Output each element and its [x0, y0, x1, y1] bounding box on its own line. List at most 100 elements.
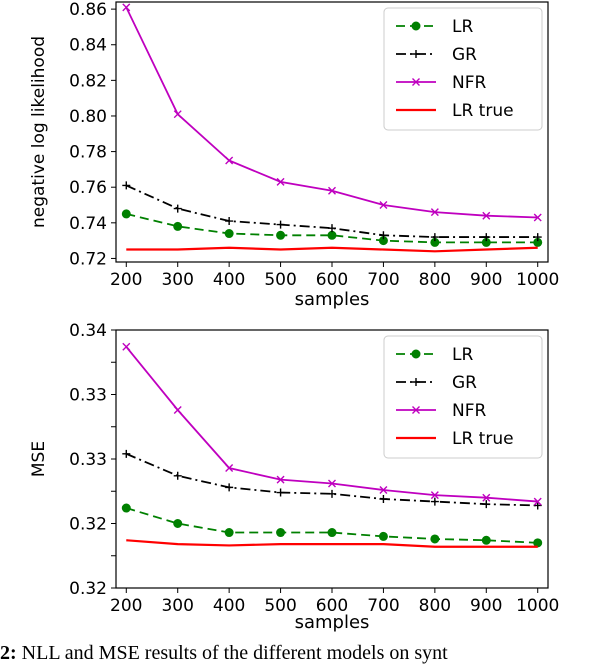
- y-tick-label: 0.72: [69, 249, 107, 269]
- series-point-gr: [533, 233, 542, 242]
- caption-label: 2:: [0, 642, 17, 664]
- series-point-nfr: [482, 493, 491, 502]
- series-point-lr: [224, 229, 234, 239]
- y-tick-label: 0.86: [69, 0, 107, 20]
- legend-marker: [411, 21, 421, 31]
- legend-label: LR: [452, 17, 473, 37]
- y-tick-label: 0.82: [69, 71, 107, 91]
- series-point-nfr: [328, 186, 336, 195]
- x-tick-label: 400: [213, 596, 245, 616]
- legend-marker: [412, 50, 420, 58]
- series-point-gr: [328, 489, 336, 498]
- series-point-nfr: [328, 479, 336, 488]
- y-tick-label: 0.33: [69, 386, 107, 406]
- x-tick-label: 800: [419, 596, 451, 616]
- y-tick-label: 0.78: [69, 143, 107, 163]
- series-point-gr: [122, 449, 131, 458]
- x-tick-label: 1000: [516, 596, 559, 616]
- x-tick-label: 400: [213, 270, 245, 290]
- caption-text: NLL and MSE results of the different mod…: [16, 642, 448, 664]
- legend-box: [383, 335, 543, 459]
- series-point-lr: [173, 221, 183, 231]
- x-tick-label: 200: [110, 270, 142, 290]
- x-tick-label: 600: [316, 270, 348, 290]
- y-tick-label: 0.32: [69, 515, 107, 535]
- series-line-lr-true: [126, 539, 538, 548]
- series-point-lr: [173, 519, 183, 528]
- x-tick-label: 700: [367, 270, 399, 290]
- series-point-nfr: [276, 177, 285, 186]
- x-tick-label: 900: [470, 596, 502, 616]
- legend-label: LR: [452, 345, 473, 365]
- legend-label: GR: [452, 373, 477, 393]
- series-point-nfr: [225, 464, 234, 473]
- x-tick-label: 600: [316, 596, 348, 616]
- x-tick-label: 200: [110, 596, 142, 616]
- series-line-gr: [125, 184, 538, 238]
- x-axis-label: samples: [295, 612, 370, 633]
- legend-marker: [412, 378, 420, 386]
- legend-label: LR true: [452, 101, 514, 121]
- series-point-nfr: [225, 156, 234, 165]
- series-point-gr: [482, 233, 491, 242]
- series-point-nfr: [173, 405, 182, 414]
- y-tick-label: 0.74: [69, 214, 107, 234]
- legend-marker: [412, 78, 420, 86]
- legend-box: [383, 7, 543, 131]
- series-point-nfr: [276, 475, 285, 484]
- series-line-gr: [125, 453, 538, 507]
- series-point-gr: [379, 231, 388, 240]
- x-tick-label: 500: [264, 270, 296, 290]
- series-point-gr: [173, 471, 182, 480]
- series-point-nfr: [533, 213, 542, 222]
- series-point-nfr: [482, 211, 491, 220]
- series-point-lr: [327, 528, 337, 538]
- series-point-gr: [173, 204, 182, 213]
- series-point-lr: [430, 534, 440, 544]
- series-point-gr: [276, 488, 285, 497]
- series-point-lr: [378, 531, 388, 541]
- series-point-lr: [327, 230, 337, 240]
- series-point-nfr: [533, 497, 542, 506]
- y-tick-label: 0.33: [69, 450, 107, 470]
- y-tick-label: 0.34: [69, 321, 107, 341]
- series-point-gr: [122, 181, 131, 190]
- series-line-lr: [126, 507, 538, 544]
- series-point-nfr: [379, 485, 388, 494]
- series-point-gr: [533, 501, 542, 510]
- y-tick-label: 0.32: [69, 579, 107, 599]
- legend-label: NFR: [452, 73, 486, 93]
- legend-label: NFR: [452, 401, 486, 421]
- series-point-nfr: [430, 208, 439, 217]
- series-point-lr: [121, 209, 131, 219]
- series-point-lr: [276, 528, 286, 538]
- legend-marker: [411, 349, 421, 359]
- series-point-nfr: [430, 491, 439, 500]
- series-point-nfr: [122, 3, 131, 12]
- series-point-lr: [224, 528, 234, 538]
- y-axis-label: negative log likelihood: [29, 36, 49, 228]
- series-point-lr: [276, 230, 286, 240]
- series-line-lr-true: [126, 246, 538, 253]
- x-tick-label: 700: [367, 596, 399, 616]
- series-point-nfr: [379, 201, 388, 210]
- series-point-gr: [225, 217, 234, 226]
- y-tick-label: 0.80: [69, 107, 107, 127]
- legend-label: GR: [452, 45, 477, 65]
- legend-label: LR true: [452, 429, 514, 449]
- x-tick-label: 1000: [516, 270, 559, 290]
- figure-caption: 2: NLL and MSE results of the different …: [0, 640, 594, 666]
- series-point-gr: [430, 233, 439, 242]
- series-point-lr: [121, 503, 131, 513]
- legend-marker: [412, 406, 420, 414]
- x-tick-label: 900: [470, 270, 502, 290]
- series-point-gr: [430, 497, 439, 506]
- nll-chart: 200 300 400 500 600 700 800 900 1000 0.72 0.74 0.76…: [29, 0, 559, 310]
- y-axis-label: MSE: [29, 441, 49, 477]
- y-tick-label: 0.84: [69, 36, 107, 56]
- series-point-nfr: [122, 342, 131, 351]
- series-point-gr: [379, 494, 388, 503]
- mse-chart: 200 300 400 500 600 700 800 900 1000 0.32 0.32 0.33…: [29, 321, 559, 633]
- y-tick-label: 0.76: [69, 178, 107, 198]
